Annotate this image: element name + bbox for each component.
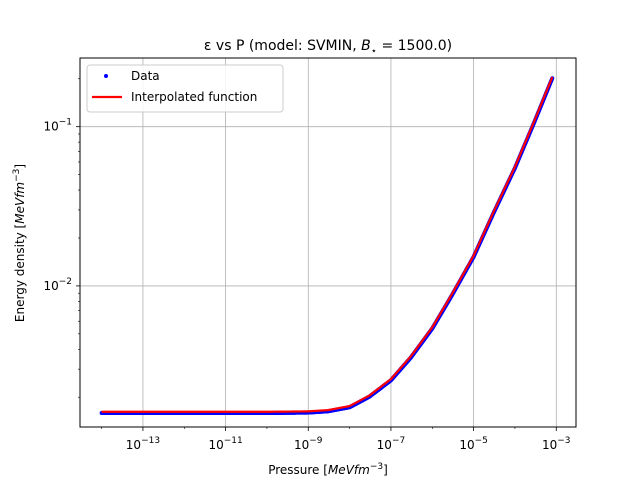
data-layer bbox=[99, 76, 555, 415]
x-tick-label-exponent: −13 bbox=[141, 436, 160, 446]
y-tick-label: 10−1 bbox=[43, 118, 72, 134]
x-tick-label-exponent: −9 bbox=[309, 436, 323, 446]
x-tick-label-exponent: −11 bbox=[224, 436, 243, 446]
y-axis-label: Energy density [MeVfm−3] bbox=[12, 164, 27, 322]
legend-marker-data bbox=[104, 74, 108, 78]
y-axis-label-text: Energy density [ bbox=[13, 224, 27, 322]
title-symbol: B bbox=[361, 38, 371, 54]
x-tick-label: 10−7 bbox=[377, 436, 406, 452]
title-prefix: ε vs P (model: SVMIN, bbox=[204, 38, 361, 54]
x-tick-label: 10−11 bbox=[208, 436, 242, 452]
legend-box bbox=[86, 64, 284, 113]
x-tick-label-base: 10 bbox=[377, 438, 392, 452]
x-tick-label: 10−13 bbox=[126, 436, 160, 452]
y-axis-label-close: ] bbox=[13, 164, 27, 169]
x-tick-label-base: 10 bbox=[126, 438, 141, 452]
x-tick-label-exponent: −5 bbox=[475, 436, 488, 446]
y-tick-label: 10−2 bbox=[43, 277, 72, 293]
tick-marks: 10−13 10−11 10−9 10−7 10−5 10−310−210−1 bbox=[43, 78, 571, 452]
x-tick-label: 10−3 bbox=[542, 436, 571, 452]
legend-label-interpolated: Interpolated function bbox=[131, 90, 257, 104]
title-suffix: = 1500.0) bbox=[377, 38, 452, 54]
x-tick-label-exponent: −7 bbox=[392, 436, 405, 446]
x-tick-label-exponent: −3 bbox=[557, 436, 570, 446]
x-axis-label-text: Pressure [ bbox=[268, 463, 328, 477]
title-subscript: ⋆ bbox=[371, 46, 377, 57]
x-tick-label-base: 10 bbox=[208, 438, 223, 452]
x-axis-label-close: ] bbox=[383, 463, 388, 477]
x-axis-label-exponent: −3 bbox=[370, 462, 383, 472]
plot-area-frame bbox=[79, 57, 577, 428]
grid-lines bbox=[80, 58, 576, 427]
x-tick-label-base: 10 bbox=[294, 438, 309, 452]
y-tick-label-base: 10 bbox=[43, 120, 58, 134]
x-axis-label-unit: MeVfm bbox=[328, 463, 370, 477]
legend-label-data: Data bbox=[131, 69, 160, 83]
x-tick-label-base: 10 bbox=[542, 438, 557, 452]
y-tick-label-base: 10 bbox=[43, 279, 58, 293]
x-tick-label: 10−5 bbox=[459, 436, 488, 452]
y-tick-label-exponent: −1 bbox=[59, 118, 72, 128]
legend: Data Interpolated function bbox=[86, 64, 284, 113]
y-axis-label-unit: MeVfm bbox=[13, 182, 27, 224]
interpolated-line bbox=[101, 76, 554, 413]
x-tick-label: 10−9 bbox=[294, 436, 323, 452]
chart-title: ε vs P (model: SVMIN, B⋆ = 1500.0) bbox=[204, 38, 452, 57]
x-axis-label: Pressure [MeVfm−3] bbox=[268, 462, 388, 477]
y-tick-label-exponent: −2 bbox=[59, 277, 72, 287]
y-axis-label-exponent: −3 bbox=[12, 169, 22, 182]
x-tick-label-base: 10 bbox=[459, 438, 474, 452]
